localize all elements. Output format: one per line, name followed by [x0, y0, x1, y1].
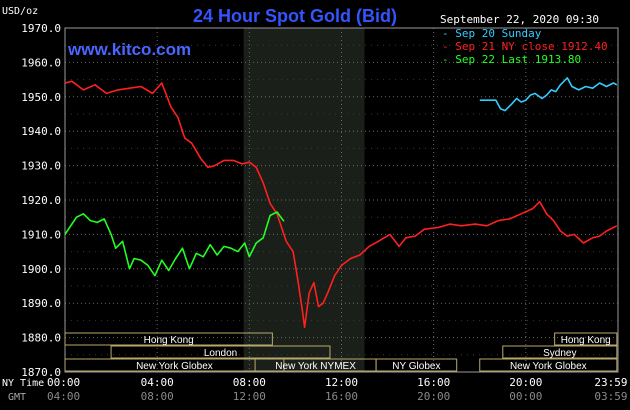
- y-tick-label: 1930.0: [21, 160, 61, 173]
- series-line-sep-22: [64, 211, 285, 277]
- grid: [65, 28, 618, 372]
- x-tick-gmt: 04:00: [47, 390, 80, 403]
- session-box: [502, 345, 618, 359]
- y-tick-label: 1970.0: [21, 22, 61, 35]
- session-label: New York NYMEX: [275, 361, 356, 372]
- series-line-sep-20: [479, 77, 618, 112]
- x-tick-gmt: 08:00: [141, 390, 174, 403]
- x-tick-ny: 08:00: [233, 376, 266, 389]
- session-label: NY Globex: [392, 361, 440, 372]
- session-box: [375, 358, 458, 372]
- x-tick-gmt: 00:00: [509, 390, 542, 403]
- chart-title: 24 Hour Spot Gold (Bid): [193, 6, 397, 26]
- y-tick-label: 1870.0: [21, 366, 61, 379]
- x-tick-ny: 04:00: [141, 376, 174, 389]
- y-tick-label: 1900.0: [21, 263, 61, 276]
- x-tick-ny: 12:00: [325, 376, 358, 389]
- x-tick-gmt: 20:00: [417, 390, 450, 403]
- y-tick-label: 1940.0: [21, 125, 61, 138]
- session-label: New York Globex: [136, 361, 213, 372]
- y-tick-label: 1950.0: [21, 91, 61, 104]
- session-box: [554, 332, 618, 346]
- y-tick-label: 1880.0: [21, 332, 61, 345]
- x-tick-ny: 16:00: [417, 376, 450, 389]
- legend: - Sep 20 Sunday - Sep 21 NY close 1912.4…: [442, 27, 608, 66]
- legend-sep22: - Sep 22 Last 1913.80: [442, 53, 581, 66]
- y-tick-label: 1960.0: [21, 56, 61, 69]
- session-label: Sydney: [543, 348, 576, 359]
- x-axis-ticks: 00:0004:0004:0008:0008:0012:0012:0016:00…: [47, 376, 628, 403]
- x-tick-ny: 20:00: [509, 376, 542, 389]
- gmt-label: GMT: [8, 392, 26, 403]
- session-label: Hong Kong: [144, 335, 194, 346]
- y-axis-ticks: 1870.0 1880.0 1890.0 1900.0 1910.0 1920.0 1930…: [21, 22, 61, 379]
- series-layer: [64, 77, 618, 329]
- y-tick-label: 1890.0: [21, 297, 61, 310]
- session-box: [479, 358, 618, 372]
- market-sessions: Hong Kong London New York Globex New York N…: [64, 332, 618, 372]
- x-tick-ny: 23:59: [594, 376, 627, 389]
- session-label: London: [204, 348, 237, 359]
- legend-sep21: - Sep 21 NY close 1912.40: [442, 40, 608, 53]
- trading-hours-highlight: [243, 28, 365, 372]
- session-box: [64, 358, 285, 372]
- x-tick-gmt: 16:00: [325, 390, 358, 403]
- x-tick-gmt: 03:59: [594, 390, 627, 403]
- x-tick-gmt: 12:00: [233, 390, 266, 403]
- ny-time-label: NY Time: [2, 378, 44, 389]
- legend-sep20: - Sep 20 Sunday: [442, 27, 542, 40]
- y-tick-label: 1910.0: [21, 228, 61, 241]
- series-line-sep-21: [64, 80, 618, 329]
- session-label: New York Globex: [510, 361, 587, 372]
- y-tick-label: 1920.0: [21, 194, 61, 207]
- plot-frame: [64, 27, 619, 373]
- session-label: Hong Kong: [561, 335, 611, 346]
- y-axis-unit: USD/oz: [2, 6, 38, 17]
- timestamp: September 22, 2020 09:30: [440, 13, 599, 26]
- website-link[interactable]: www.kitco.com: [67, 40, 191, 59]
- x-tick-ny: 00:00: [47, 376, 80, 389]
- session-box: [110, 345, 331, 359]
- session-box: [64, 332, 273, 346]
